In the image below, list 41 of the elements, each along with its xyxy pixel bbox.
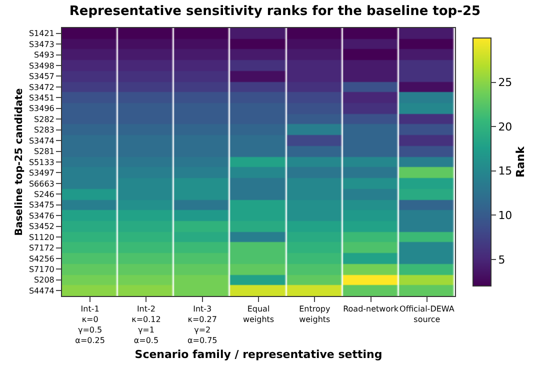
color-bar-label: 15 — [498, 164, 512, 178]
y-tick-label: S3498 — [28, 61, 54, 70]
color-bar-label: 10 — [498, 208, 512, 222]
y-tick-label: S3474 — [28, 136, 54, 146]
y-tick-label: S1120 — [28, 232, 54, 242]
y-tick-label: S281 — [34, 147, 54, 156]
y-axis-title: Baseline top-25 candidate — [14, 88, 25, 236]
y-tick-label: S283 — [34, 126, 54, 135]
color-bar-label: 25 — [498, 76, 512, 90]
y-tick-label: S3472 — [28, 82, 54, 92]
x-tick-label: Int-3 κ=0.27 γ=2 α=0.75 — [187, 304, 218, 345]
y-tick-label: S3457 — [28, 72, 54, 82]
x-tick-label: Entropy weights — [299, 304, 330, 324]
x-axis-title: Scenario family / representative setting — [134, 348, 382, 361]
color-bar-label: 20 — [498, 120, 512, 134]
x-tick-label: Official-DEWA source — [400, 304, 455, 324]
color-bar-title: Rank — [514, 146, 528, 178]
y-tick-label: S3475 — [28, 200, 54, 210]
y-tick-label: S3496 — [28, 104, 54, 114]
y-tick-label: S3497 — [28, 168, 54, 178]
y-tick-label: S1421 — [28, 29, 54, 38]
y-tick-label: S4256 — [28, 254, 54, 264]
x-tick-label: Int-1 κ=0 γ=0.5 α=0.25 — [75, 304, 105, 345]
y-tick-label: S7172 — [28, 244, 54, 253]
x-tick-label: Road-network — [343, 304, 399, 314]
y-tick-label: S6663 — [28, 179, 54, 188]
y-tick-label: S246 — [34, 190, 54, 199]
y-tick-label: S3473 — [28, 40, 54, 49]
y-tick-label: S3476 — [28, 211, 54, 220]
y-tick-label: S3451 — [28, 93, 54, 102]
y-tick-label: S493 — [34, 50, 54, 60]
color-bar-label: 5 — [498, 253, 506, 266]
y-tick-label: S3452 — [28, 222, 54, 232]
y-tick-label: S282 — [34, 114, 54, 124]
y-tick-label: S5133 — [28, 158, 54, 167]
y-tick-label: S208 — [34, 276, 54, 285]
y-tick-label: S7170 — [28, 265, 54, 274]
chart-title: Representative sensitivity ranks for the baseline top-25 — [69, 4, 481, 19]
x-tick-label: Int-2 κ=0.12 γ=1 α=0.5 — [132, 304, 161, 345]
y-tick-label: S4474 — [28, 286, 54, 296]
x-tick-label: Equal weights — [242, 304, 274, 324]
